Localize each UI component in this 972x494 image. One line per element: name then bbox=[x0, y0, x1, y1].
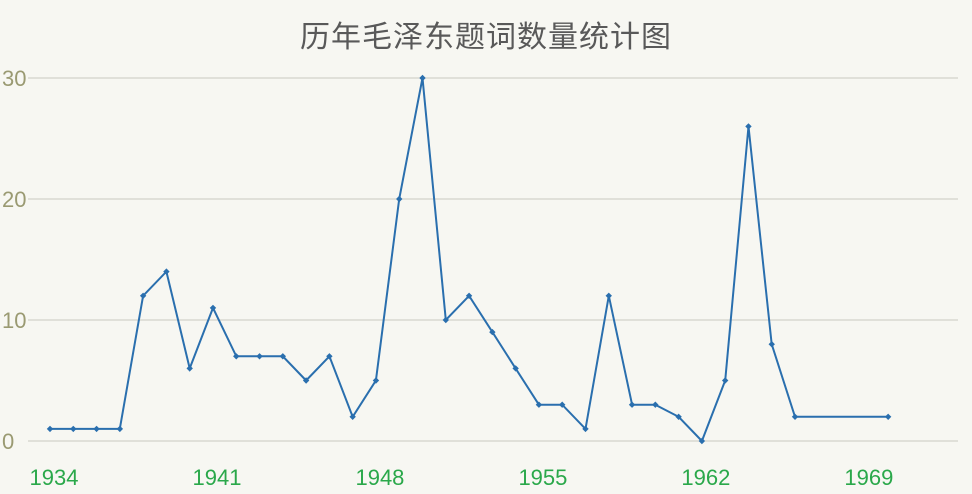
data-point-1940 bbox=[186, 365, 193, 372]
x-tick-label-1934: 1934 bbox=[30, 465, 79, 490]
data-point-1942 bbox=[233, 353, 240, 360]
data-point-1935 bbox=[70, 425, 77, 433]
data-point-1951 bbox=[442, 316, 449, 324]
data-point-1959 bbox=[628, 401, 636, 408]
y-tick-label-30: 30 bbox=[2, 66, 26, 91]
data-point-1955 bbox=[535, 401, 543, 408]
data-point-1960 bbox=[652, 401, 659, 408]
y-tick-label-20: 20 bbox=[2, 187, 26, 212]
data-point-1970 bbox=[884, 413, 892, 420]
data-point-1948 bbox=[372, 377, 380, 384]
data-point-1941 bbox=[209, 304, 217, 312]
data-point-1939 bbox=[163, 268, 170, 275]
data-point-1962 bbox=[698, 437, 706, 445]
data-point-1963 bbox=[721, 377, 729, 384]
data-point-1946 bbox=[326, 353, 333, 360]
data-point-1952 bbox=[465, 292, 473, 299]
x-tick-label-1969: 1969 bbox=[844, 465, 893, 490]
x-tick-label-1955: 1955 bbox=[518, 465, 567, 490]
y-tick-label-10: 10 bbox=[2, 308, 26, 333]
data-point-1945 bbox=[302, 377, 310, 384]
x-tick-label-1962: 1962 bbox=[681, 465, 730, 490]
data-point-1938 bbox=[139, 292, 147, 299]
data-point-1953 bbox=[489, 328, 496, 336]
series-line-0 bbox=[50, 77, 889, 443]
y-tick-label-0: 0 bbox=[2, 429, 14, 454]
x-tick-label-1948: 1948 bbox=[355, 465, 404, 490]
data-point-1950 bbox=[419, 74, 426, 82]
data-point-1966 bbox=[791, 413, 799, 420]
data-point-1964 bbox=[745, 123, 752, 130]
data-point-1954 bbox=[512, 365, 519, 372]
data-point-1961 bbox=[675, 413, 682, 420]
data-point-1956 bbox=[559, 401, 566, 408]
data-point-1943 bbox=[256, 353, 263, 360]
data-point-1934 bbox=[46, 425, 54, 433]
data-point-1947 bbox=[349, 413, 356, 420]
data-point-1944 bbox=[279, 353, 287, 360]
data-point-1958 bbox=[605, 292, 612, 299]
data-point-1957 bbox=[582, 425, 589, 433]
chart-title: 历年毛泽东题词数量统计图 bbox=[300, 20, 672, 55]
x-tick-label-1941: 1941 bbox=[192, 465, 241, 490]
data-point-1937 bbox=[116, 425, 124, 433]
data-point-1949 bbox=[396, 195, 403, 203]
data-point-1965 bbox=[768, 341, 775, 348]
data-point-1936 bbox=[93, 425, 100, 433]
